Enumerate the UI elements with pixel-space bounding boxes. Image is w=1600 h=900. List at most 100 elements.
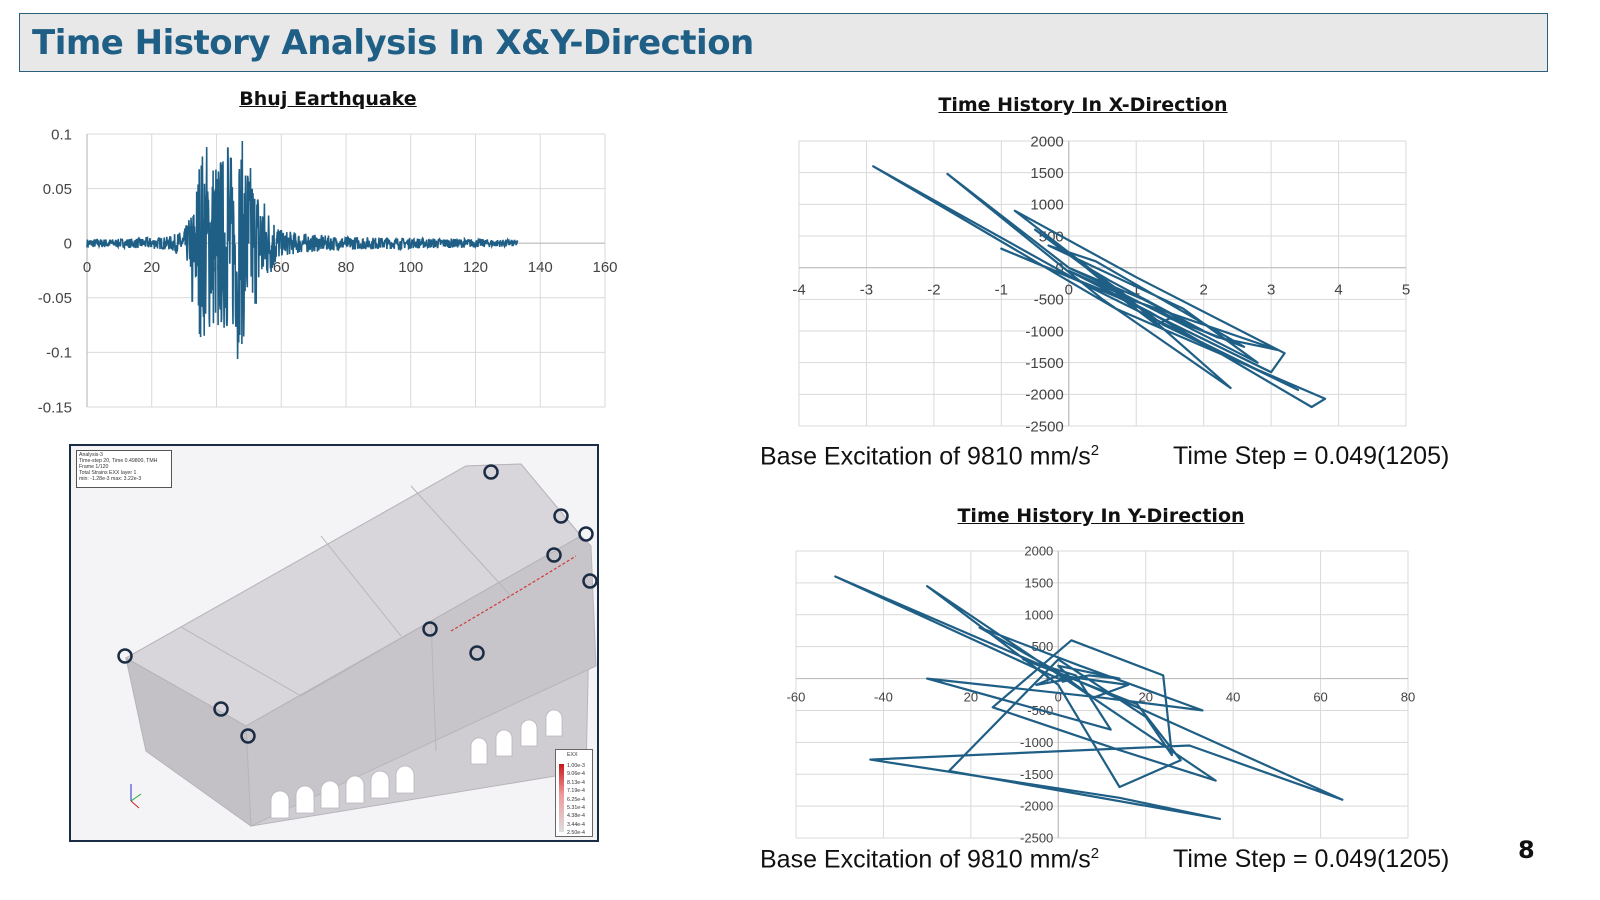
x-tick-label: 100 (398, 259, 423, 276)
y-tick-label: 2000 (1030, 133, 1063, 150)
arch-openings (270, 709, 563, 819)
x-tick-label: 4 (1334, 282, 1342, 299)
x-tick-label: 60 (1313, 690, 1327, 705)
y-tick-label: 1500 (1024, 575, 1053, 590)
legend-value: 6.25e-4 (567, 796, 585, 803)
y-tick-label: -500 (1034, 292, 1064, 309)
fem-model-view: Analysis-3 Time-step 20, Time 0.49800, T… (69, 444, 599, 842)
strain-legend: EXX 1.00e-3 9.06e-4 8.13e-4 7.19e-4 6.25… (555, 749, 593, 837)
y-tick-label: -0.05 (38, 290, 72, 307)
legend-value: 7.19e-4 (567, 788, 585, 795)
y-tick-label: -1000 (1020, 735, 1053, 750)
page-number: 8 (1518, 836, 1535, 864)
marker-circle (213, 701, 229, 717)
y-tick-label: 0 (64, 235, 72, 252)
y-chart-title: Time History In Y-Direction (957, 505, 1245, 527)
y-tick-label: -2000 (1025, 387, 1063, 404)
legend-values: 1.00e-3 9.06e-4 8.13e-4 7.19e-4 6.25e-4 … (567, 762, 585, 838)
building-model-drawing (117, 463, 597, 828)
y-tick-label: -1500 (1025, 355, 1063, 372)
x-tick-label: 40 (1226, 690, 1240, 705)
y-tick-label: 0 (1055, 260, 1063, 277)
x-excitation-caption: Base Excitation of 9810 mm/s2 (760, 442, 1100, 471)
x-chart-title: Time History In X-Direction (938, 94, 1228, 116)
axis-triad-icon (130, 784, 142, 809)
x-tick-label: -3 (860, 282, 873, 299)
x-tick-label: 20 (143, 259, 160, 276)
building-model (124, 463, 597, 828)
info-line: min: -1.28e-3 max: 3.22e-3 (79, 476, 142, 482)
y-tick-label: 1000 (1030, 197, 1063, 214)
y-tick-label: -1000 (1025, 323, 1063, 340)
y-tick-label: -0.15 (38, 399, 72, 416)
y-tick-label: 0.05 (43, 181, 72, 198)
x-tick-label: -1 (995, 282, 1008, 299)
legend-value: 4.38e-4 (567, 813, 585, 820)
analysis-info-box: Analysis-3 Time-step 20, Time 0.49800, T… (76, 450, 172, 488)
x-tick-label: 0 (1065, 282, 1073, 299)
y-tick-label: 1000 (1024, 607, 1053, 622)
marker-circle (546, 547, 562, 563)
legend-color-bar (559, 764, 564, 832)
slide-title: Time History Analysis In X&Y-Direction (32, 23, 754, 63)
marker-circle (578, 526, 594, 542)
x-timestep-caption: Time Step = 0.049(1205) (1173, 442, 1450, 470)
marker-circle (553, 508, 569, 524)
info-line: Frame 1/120 (79, 464, 109, 470)
x-tick-label: 140 (528, 259, 553, 276)
marker-circle (117, 648, 133, 664)
x-hysteresis-series-line (872, 165, 1327, 409)
x-tick-label: 20 (1138, 690, 1152, 705)
info-line: Time-step 20, Time 0.49800, TMH (79, 458, 158, 464)
x-tick-label: 160 (592, 259, 617, 276)
crack-path (450, 555, 577, 632)
x-tick-label: 1 (1132, 282, 1140, 299)
legend-value: 2.50e-4 (567, 830, 585, 837)
legend-value: 3.44e-4 (567, 821, 585, 828)
x-tick-label: 3 (1267, 282, 1275, 299)
x-tick-label: 0 (1055, 690, 1062, 705)
marker-circle (582, 573, 597, 589)
slide-title-bar: Time History Analysis In X&Y-Direction (19, 13, 1548, 72)
y-tick-label: 1500 (1030, 165, 1063, 182)
y-tick-label: 2000 (1024, 544, 1053, 559)
acceleration-series-line (86, 140, 519, 360)
x-tick-label: -4 (792, 282, 805, 299)
x-tick-label: 20 (964, 690, 978, 705)
legend-title: EXX (567, 752, 578, 758)
y-tick-label: -0.1 (46, 345, 72, 362)
y-tick-label: 0.1 (51, 126, 72, 143)
x-tick-label: -2 (927, 282, 940, 299)
inspection-markers (117, 464, 597, 744)
x-tick-label: 120 (463, 259, 488, 276)
x-tick-label: 2 (1199, 282, 1207, 299)
x-tick-label: 80 (338, 259, 355, 276)
y-tick-label: 500 (1039, 228, 1064, 245)
marker-circle (483, 464, 499, 480)
info-line: Analysis-3 (79, 452, 103, 458)
x-tick-label: -60 (787, 690, 806, 705)
info-line: Total Strains EXX layer 1 (79, 470, 137, 476)
x-tick-label: 5 (1402, 282, 1410, 299)
x-tick-label: -40 (874, 690, 893, 705)
marker-circle (422, 621, 438, 637)
legend-value: 9.06e-4 (567, 771, 585, 778)
y-tick-label: -2500 (1020, 831, 1053, 846)
legend-value: 5.31e-4 (567, 805, 585, 812)
marker-circle (240, 728, 256, 744)
x-tick-label: 60 (273, 259, 290, 276)
y-tick-label: -1500 (1020, 767, 1053, 782)
y-excitation-caption: Base Excitation of 9810 mm/s2 (760, 845, 1100, 874)
y-timestep-caption: Time Step = 0.049(1205) (1173, 845, 1450, 873)
y-tick-label: -2500 (1025, 418, 1063, 435)
bhuj-chart-title: Bhuj Earthquake (239, 88, 417, 110)
legend-value: 1.00e-3 (567, 763, 585, 769)
x-tick-label: 80 (1401, 690, 1415, 705)
x-tick-label: 0 (83, 259, 91, 276)
legend-value: 8.13e-4 (567, 779, 585, 786)
y-hysteresis-series-line (834, 575, 1344, 820)
y-tick-label: -2000 (1020, 799, 1053, 814)
